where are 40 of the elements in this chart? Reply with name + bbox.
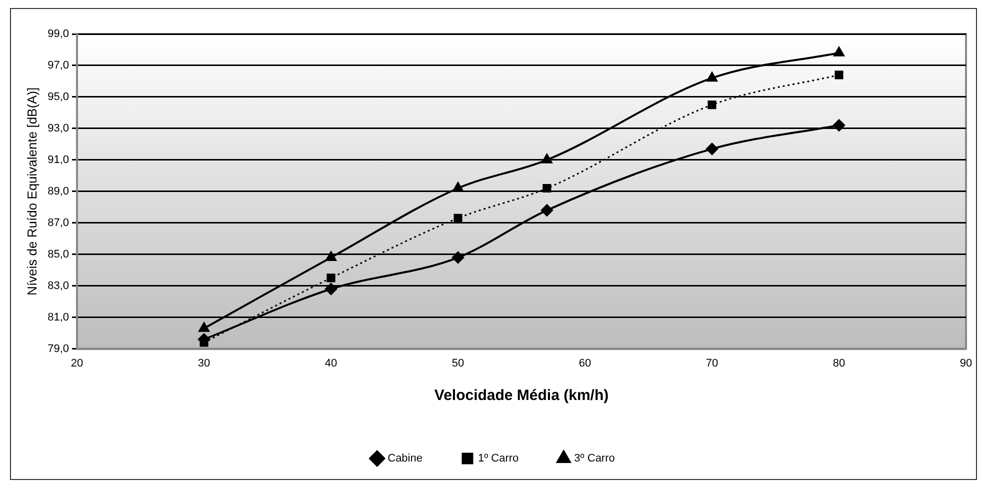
y-tick-label: 95,0: [48, 90, 70, 103]
y-tick-label: 99,0: [48, 28, 70, 40]
point: [326, 252, 336, 262]
point: [325, 282, 338, 295]
y-axis-title: Níveis de Ruído Equivalente [dB(A)]: [24, 87, 40, 296]
point: [834, 46, 844, 56]
x-tick-label: 80: [832, 357, 846, 370]
y-tick-label: 85,0: [48, 248, 70, 260]
point: [198, 322, 210, 332]
point: [452, 252, 464, 264]
point: [542, 184, 552, 193]
y-tick-label: 87,0: [48, 216, 70, 229]
y-tick-label: 89,0: [48, 185, 70, 198]
point: [540, 204, 553, 216]
point: [706, 72, 718, 82]
point: [454, 214, 462, 222]
y-tick-label: 91,0: [48, 154, 70, 166]
point: [542, 154, 552, 164]
x-tick-label: 40: [324, 357, 338, 370]
point: [452, 182, 464, 192]
legend-label: 1º Carro: [478, 452, 519, 465]
point: [326, 274, 336, 282]
y-tick-label: 97,0: [48, 60, 70, 72]
x-tick-label: 20: [70, 357, 84, 370]
point: [706, 142, 718, 155]
point: [708, 100, 716, 110]
x-tick-label: 90: [960, 357, 972, 370]
point: [834, 70, 844, 80]
point: [833, 119, 845, 132]
x-tick-label: 70: [706, 357, 718, 370]
y-tick-label: 79,0: [48, 342, 70, 355]
y-tick-label: 83,0: [48, 280, 70, 292]
legend-label: 3º Carro: [574, 452, 615, 465]
x-tick-label: 60: [578, 357, 592, 370]
legend-label: Cabine: [388, 452, 422, 465]
x-axis-title: Velocidade Média (km/h): [434, 387, 609, 404]
y-tick-label: 81,0: [48, 311, 70, 324]
y-tick-label: 93,0: [48, 122, 70, 134]
x-tick-label: 30: [198, 357, 210, 370]
x-tick-label: 50: [452, 357, 464, 370]
